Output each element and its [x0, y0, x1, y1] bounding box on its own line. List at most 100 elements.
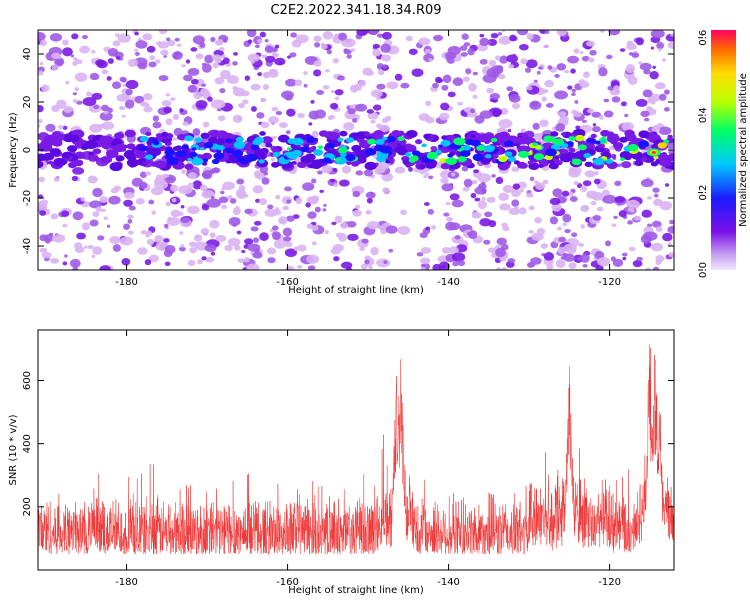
spectrogram-cell	[38, 118, 43, 124]
spectrogram-cell	[163, 238, 170, 243]
spectrogram-cell	[212, 62, 219, 69]
spectrogram-cell	[528, 230, 534, 234]
spectrogram-cell	[497, 32, 503, 36]
spectrogram-cell	[590, 133, 597, 139]
spectrogram-cell	[571, 92, 576, 96]
spectrogram-cell	[380, 43, 391, 53]
spectrogram-cell	[74, 72, 88, 82]
spectrogram-cell	[157, 41, 170, 49]
spectrogram-cell	[41, 251, 52, 259]
spectrogram-cell	[639, 62, 652, 71]
spectrogram-cell	[210, 99, 226, 109]
spectrogram-cell	[382, 64, 387, 69]
spectrogram-cell	[284, 186, 292, 192]
spectrogram-cell	[313, 60, 322, 67]
spectrogram-cell	[365, 209, 372, 215]
spectrogram-cell	[355, 131, 368, 140]
spectrogram-cell	[341, 261, 353, 269]
spectrogram-cell	[235, 188, 247, 198]
spectrogram-cell	[360, 263, 368, 270]
spectrogram-cell	[207, 96, 213, 102]
spectrogram-cell	[224, 244, 233, 252]
spectrogram-cell	[600, 139, 606, 143]
spectrogram-cell	[573, 48, 580, 54]
spectrogram-cell	[80, 197, 85, 202]
spectrogram-cell	[253, 220, 262, 226]
spectrogram-cell	[351, 144, 362, 152]
spectrogram-cell	[215, 130, 228, 139]
spectrogram-cell	[406, 129, 418, 138]
spectrogram-cell	[190, 78, 199, 85]
spectrogram-cell	[605, 158, 614, 164]
spectrogram-cell	[361, 238, 369, 244]
spectrogram-cell	[291, 161, 297, 165]
spectrogram-cell	[64, 154, 70, 159]
spectrogram-cell	[451, 172, 456, 177]
spectrogram-cell	[140, 158, 146, 163]
spectrogram-cell	[250, 226, 259, 232]
spectrogram-cell	[220, 69, 231, 80]
spectrogram-cell	[486, 87, 494, 94]
spectrogram-cell	[483, 144, 495, 153]
spectrogram-cell	[244, 238, 254, 245]
spectrogram-cell	[394, 73, 403, 81]
spectrogram-cell	[165, 176, 173, 182]
spectrogram-cell	[354, 204, 361, 210]
spectrogram-cell	[292, 137, 304, 146]
spectrogram-cell	[554, 73, 560, 78]
spectrogram-cell	[284, 248, 298, 257]
spectrogram-cell	[449, 193, 460, 201]
spectrogram-cell	[447, 153, 454, 158]
spectrogram-cell	[297, 244, 307, 252]
spectrogram-cell	[199, 42, 206, 48]
spectrogram-cell	[354, 103, 368, 112]
spectrogram-cell	[372, 48, 381, 57]
spectrogram-cell	[408, 158, 416, 163]
spectrogram-cell	[201, 190, 215, 199]
spectrogram-cell	[250, 144, 260, 150]
spectrogram-cell	[202, 121, 210, 128]
spectrogram-cell	[109, 162, 123, 172]
spectrogram-cell	[106, 76, 112, 81]
spectrogram-cell	[612, 141, 624, 150]
spectrogram-cell	[165, 37, 171, 42]
colorbar-label: Normalized spectral amplitude	[738, 73, 749, 227]
spectrogram-cell	[76, 232, 86, 240]
spectrogram-cell	[368, 30, 379, 35]
spectrogram-cell	[650, 46, 655, 50]
spectrogram-cell	[670, 33, 674, 37]
spectrogram-cell	[323, 203, 327, 207]
spectrogram-cell	[355, 170, 364, 176]
spectrogram-cell	[352, 190, 361, 198]
spectrogram-cell	[145, 131, 152, 136]
snr-panel: -180 -160 -140 -120 200 400 600 Height of str…	[8, 329, 675, 596]
spectrogram-cell	[376, 123, 383, 129]
spectrogram-cell	[210, 251, 216, 256]
spectrogram-cell	[258, 159, 265, 164]
spectrogram-cell	[289, 52, 297, 58]
spectrogram-cell	[667, 153, 674, 162]
spectrogram-cell	[479, 37, 490, 47]
spectrogram-cell	[354, 83, 362, 91]
spectrogram-cell	[614, 180, 622, 187]
spectrogram-cell	[217, 115, 226, 122]
spectrogram-cell	[87, 175, 98, 184]
spectrogram-cell	[201, 169, 213, 180]
spectrogram-cell	[658, 126, 672, 136]
spectrogram-cell	[278, 218, 285, 223]
spectrogram-cell	[603, 110, 614, 118]
spectrogram-cell	[668, 252, 674, 258]
spectrogram-cell	[653, 266, 660, 270]
spectrogram-cell	[317, 145, 324, 150]
spectrogram-cell	[237, 258, 245, 263]
spectrogram-cell	[377, 68, 385, 76]
spectrogram-cell	[613, 215, 618, 219]
spectrogram-cell	[308, 122, 313, 126]
spectrogram-cell	[472, 71, 479, 76]
spectrogram-cell	[99, 196, 108, 203]
spectrogram-cell	[234, 244, 241, 251]
spectrogram-cell	[161, 131, 169, 137]
spectrogram-cell	[250, 60, 255, 64]
spectrogram-cell	[527, 160, 533, 165]
spectrogram-cell	[411, 68, 424, 77]
